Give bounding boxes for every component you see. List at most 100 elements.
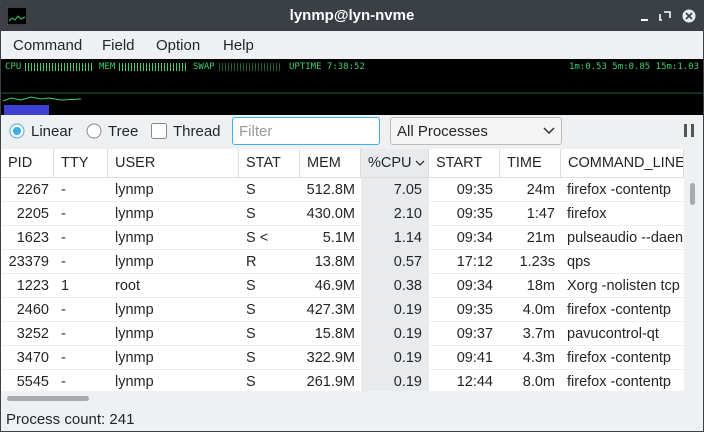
table-cell: 7.05 — [393, 182, 422, 198]
column-header[interactable]: TTY — [54, 149, 108, 177]
menu-item[interactable]: Help — [223, 37, 254, 54]
table-cell: 21m — [526, 230, 555, 246]
table-row[interactable]: 5545- lynmp S 261.9M 0.19 12:44 8.0m firefox -c… — [1, 370, 684, 391]
table-cell: R — [246, 254, 257, 270]
thread-label[interactable]: Thread — [173, 123, 221, 140]
mem-meter — [119, 63, 187, 71]
column-header[interactable]: %CPU — [361, 149, 429, 177]
column-header[interactable]: USER — [108, 149, 239, 177]
menu-item[interactable]: Option — [156, 37, 201, 54]
table-cell: 2460 — [16, 302, 49, 318]
table-row[interactable]: 1223 1 root S 46.9M 0.38 09:34 18m Xorg -noliste… — [1, 274, 684, 298]
scroll-thumb[interactable] — [7, 396, 89, 401]
table-cell: 12:44 — [456, 374, 493, 390]
table-cell: - — [61, 302, 66, 318]
process-filter-dropdown[interactable]: All Processes — [390, 117, 562, 145]
table-cell: pavucontrol-qt — [567, 326, 659, 342]
table-row[interactable]: 23379- lynmp R 13.8M 0.57 17:12 1.23s qps — [1, 250, 684, 274]
table-cell: - — [61, 374, 66, 390]
toolbar: Linear Tree Thread Filter All Processes — [1, 115, 703, 149]
uptime: UPTIME 7:38:52 — [289, 62, 365, 72]
thread-checkbox[interactable] — [151, 123, 167, 139]
status-bar: Process count: 241 — [6, 411, 135, 428]
table-cell: 430.0M — [306, 206, 355, 222]
table-cell: S — [246, 182, 256, 198]
menu-item[interactable]: Field — [102, 37, 135, 54]
sorted-column-shade — [361, 149, 429, 391]
table-cell: 322.9M — [306, 350, 355, 366]
table-cell: 1.23s — [519, 254, 555, 270]
column-header[interactable]: STAT — [239, 149, 300, 177]
table-cell: 09:41 — [456, 350, 493, 366]
table-cell: 0.38 — [393, 278, 422, 294]
table-cell: - — [61, 182, 66, 198]
table-cell: 8.0m — [522, 374, 555, 390]
swap-label: SWAP — [193, 62, 215, 72]
vertical-scrollbar[interactable] — [684, 177, 703, 391]
table-cell: pulseaudio --daen — [567, 230, 684, 246]
table-row[interactable]: 2460- lynmp S 427.3M 0.19 09:35 4.0m firefox -c… — [1, 298, 684, 322]
table-cell: 1:47 — [526, 206, 555, 222]
table-cell: 1623 — [16, 230, 49, 246]
table-row[interactable]: 3252- lynmp S 15.8M 0.19 09:37 3.7m pavucontrol… — [1, 322, 684, 346]
table-row[interactable]: 2205- lynmp S 430.0M 2.10 09:35 1:47 firefox — [1, 202, 684, 226]
table-cell: S — [246, 374, 256, 390]
horizontal-scrollbar[interactable] — [1, 391, 684, 407]
table-cell: - — [61, 206, 66, 222]
table-cell: lynmp — [115, 302, 154, 318]
menu-bar: Command Field Option Help — [1, 31, 703, 59]
table-row[interactable]: 1623- lynmp S < 5.1M 1.14 09:34 21m pulseaudio … — [1, 226, 684, 250]
table-cell: lynmp — [115, 182, 154, 198]
table-cell: S — [246, 278, 256, 294]
table-cell: 4.3m — [522, 350, 555, 366]
table-cell: - — [61, 230, 66, 246]
table-cell: 3.7m — [522, 326, 555, 342]
column-header[interactable]: START — [429, 149, 500, 177]
linear-label[interactable]: Linear — [31, 123, 73, 140]
scroll-thumb[interactable] — [690, 183, 695, 205]
table-cell: 0.57 — [393, 254, 422, 270]
table-cell: lynmp — [115, 230, 154, 246]
pause-button[interactable] — [682, 124, 696, 138]
swap-meter — [219, 63, 281, 71]
table-cell: 09:34 — [456, 278, 493, 294]
table-cell: 1223 — [16, 278, 49, 294]
table-cell: 0.19 — [393, 326, 422, 342]
tree-label[interactable]: Tree — [108, 123, 139, 140]
table-cell: 15.8M — [314, 326, 355, 342]
window-buttons[interactable] — [637, 9, 699, 23]
table-cell: S — [246, 326, 256, 342]
radio-tree[interactable] — [86, 123, 102, 139]
table-cell: 09:37 — [456, 326, 493, 342]
table-cell: lynmp — [115, 350, 154, 366]
table-cell: 24m — [526, 182, 555, 198]
table-cell: lynmp — [115, 326, 154, 342]
table-cell: 5.1M — [322, 230, 355, 246]
table-cell: 09:35 — [456, 206, 493, 222]
table-row[interactable]: 2267- lynmp S 512.8M 7.05 09:35 24m firefox -co… — [1, 178, 684, 202]
table-cell: 23379 — [8, 254, 49, 270]
table-header: PID TTY USER STAT MEM %CPU START TIME COMMAND_LI… — [1, 149, 684, 178]
table-cell: lynmp — [115, 206, 154, 222]
table-cell: 2.10 — [393, 206, 422, 222]
column-header[interactable]: MEM — [300, 149, 361, 177]
column-header[interactable]: TIME — [500, 149, 561, 177]
column-header[interactable]: PID — [1, 149, 54, 177]
table-cell: 0.19 — [393, 302, 422, 318]
table-cell: 13.8M — [314, 254, 355, 270]
table-row[interactable]: 3470- lynmp S 322.9M 0.19 09:41 4.3m firefox -c… — [1, 346, 684, 370]
table-cell: lynmp — [115, 374, 154, 390]
table-cell: 17:12 — [456, 254, 493, 270]
table-cell: qps — [567, 254, 591, 270]
table-cell: firefox -contentp — [567, 302, 671, 318]
column-header[interactable]: COMMAND_LINE — [561, 149, 684, 177]
cpu-meter — [25, 63, 93, 71]
menu-item[interactable]: Command — [13, 37, 83, 54]
filter-input[interactable]: Filter — [232, 117, 380, 145]
table-cell: 09:35 — [456, 182, 493, 198]
table-cell: firefox -contentp — [567, 182, 671, 198]
table-cell: 0.19 — [393, 374, 422, 390]
table-cell: S < — [246, 230, 269, 246]
radio-linear[interactable] — [9, 123, 25, 139]
table-cell: 261.9M — [306, 374, 355, 390]
